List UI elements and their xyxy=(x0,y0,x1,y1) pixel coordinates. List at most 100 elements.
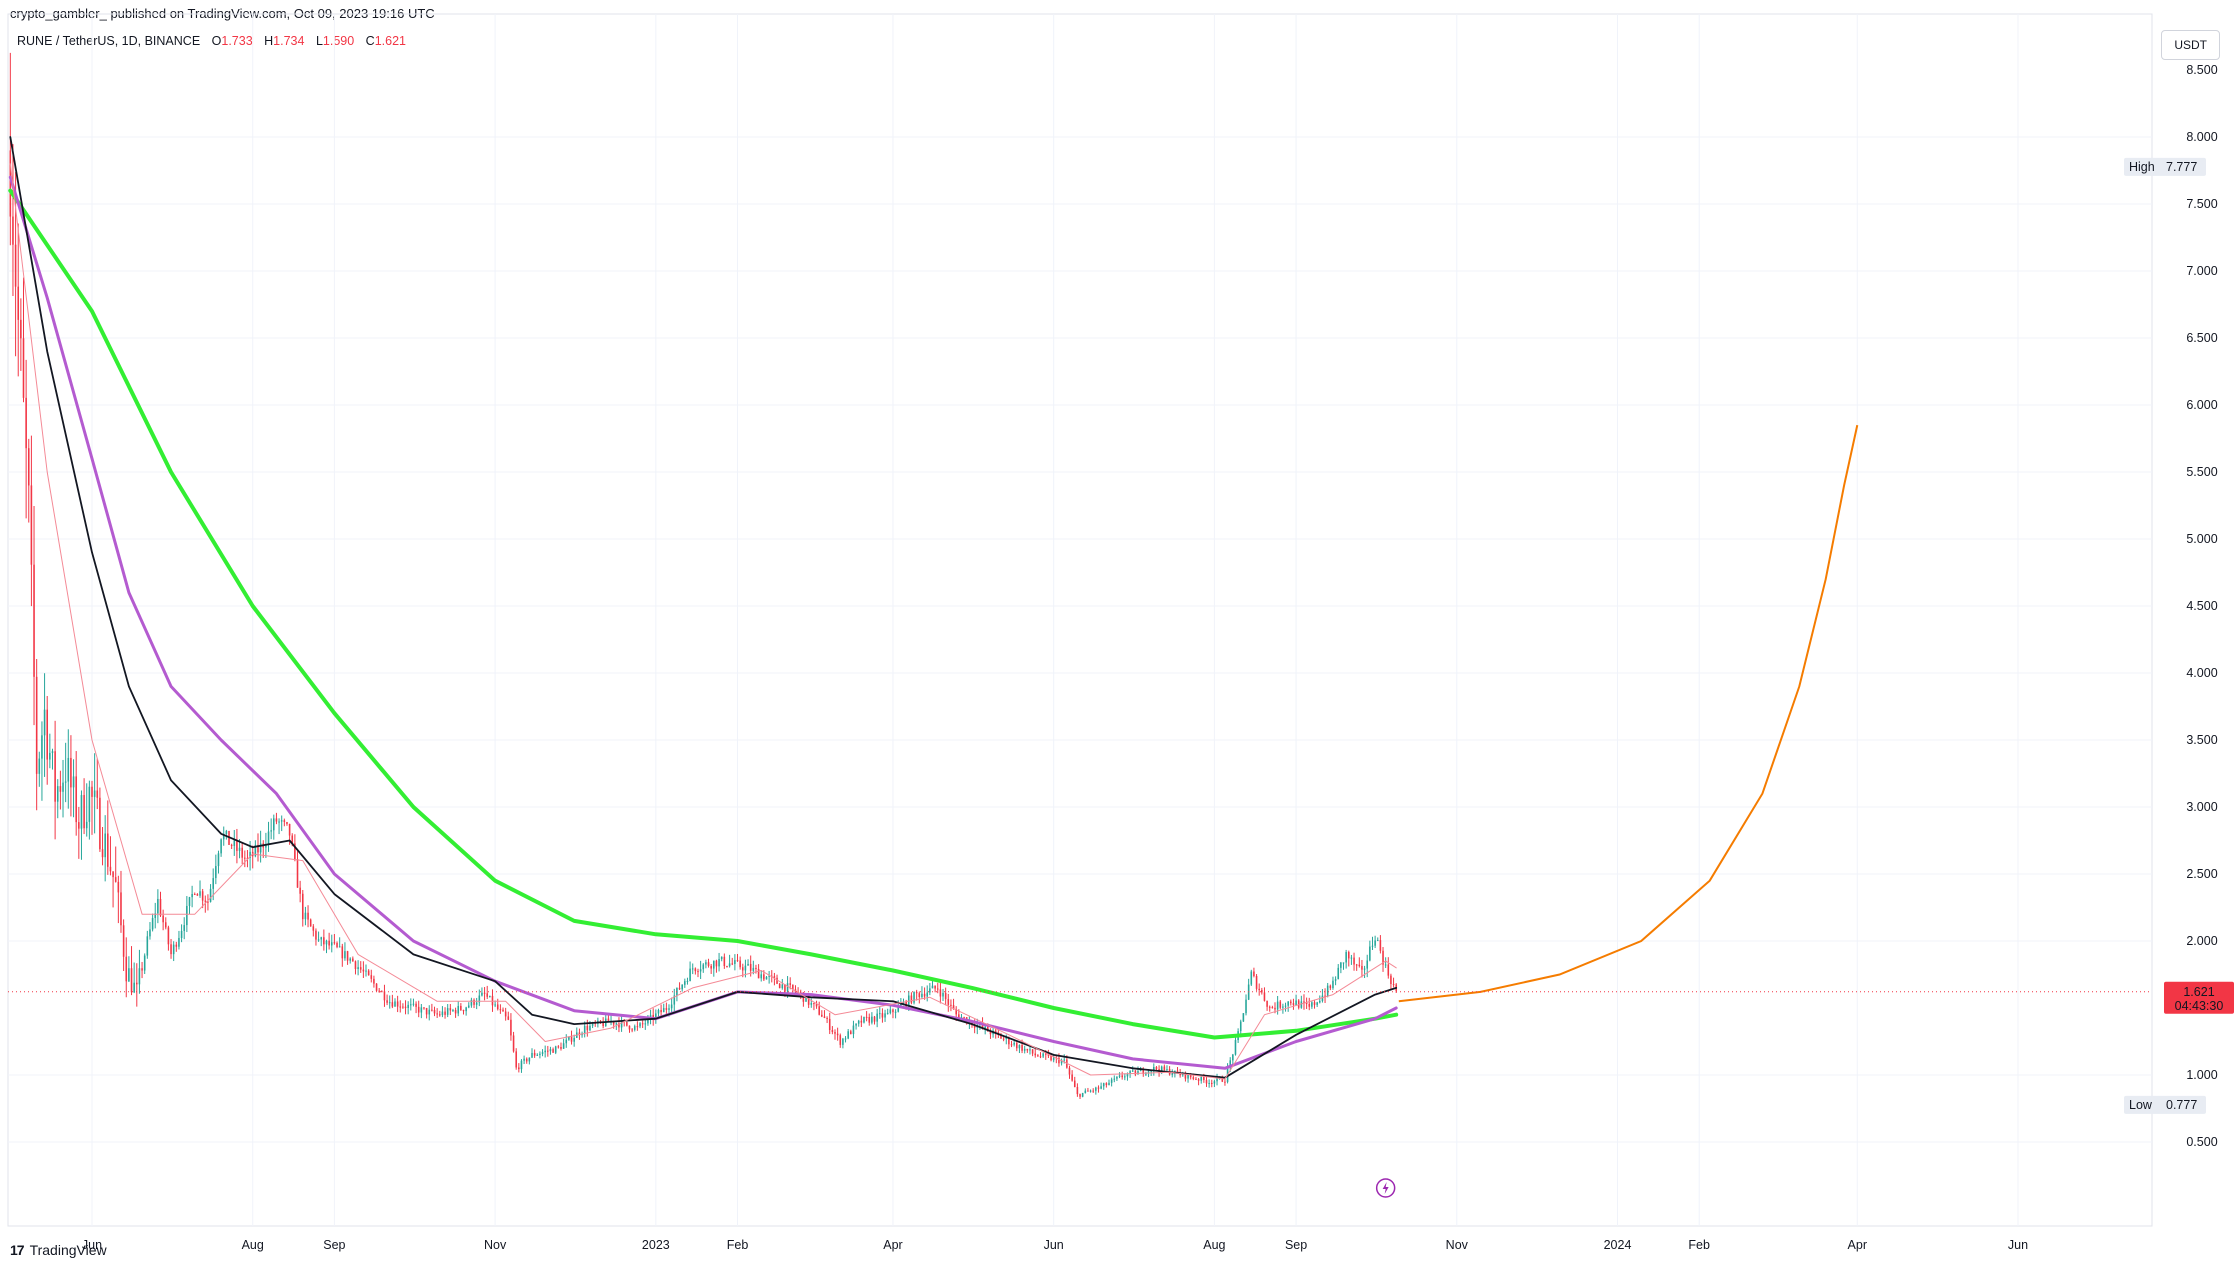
y-tick-label: 3.000 xyxy=(2186,800,2217,814)
candle-body xyxy=(1321,995,1324,1001)
candle-body xyxy=(104,833,106,858)
x-tick-label: Feb xyxy=(1688,1238,1710,1252)
candle-body xyxy=(441,1011,444,1016)
candle-body xyxy=(844,1038,847,1040)
ohlc-close-value: 1.621 xyxy=(374,34,406,48)
candle-body xyxy=(225,830,228,835)
candle-body xyxy=(452,1010,454,1012)
candle-body xyxy=(180,930,183,938)
y-tick-label: 7.000 xyxy=(2186,264,2217,278)
currency-button[interactable]: USDT xyxy=(2161,30,2220,60)
candle-body xyxy=(1387,964,1390,976)
candle-body xyxy=(35,676,38,774)
candle-body xyxy=(1134,1070,1137,1075)
candle-body xyxy=(1313,1002,1316,1005)
candle-body xyxy=(273,818,275,831)
candle-body xyxy=(958,1014,960,1020)
ohlc-low-label: L xyxy=(315,34,323,48)
footer-brand[interactable]: 17 TradingView xyxy=(10,1242,107,1258)
candle-body xyxy=(897,1005,900,1012)
candle-body xyxy=(723,956,726,967)
candle-body xyxy=(196,894,199,896)
candle-body xyxy=(1374,940,1376,946)
candle-body xyxy=(578,1032,581,1036)
candle-body xyxy=(678,987,681,990)
candle-body xyxy=(662,1008,665,1013)
candle-body xyxy=(270,830,272,832)
candle-body xyxy=(981,1023,984,1028)
candle-body xyxy=(644,1023,647,1025)
ohlc-open-value: 1.733 xyxy=(221,34,253,48)
candle-body xyxy=(107,833,109,867)
candle-body xyxy=(1390,975,1392,985)
candle-body xyxy=(615,1023,618,1025)
candle-body xyxy=(186,905,188,926)
candle-body xyxy=(528,1057,531,1062)
candle-body xyxy=(512,1035,515,1052)
candle-body xyxy=(362,969,365,972)
candle-body xyxy=(489,995,491,997)
candle-body xyxy=(1379,940,1382,951)
candle-body xyxy=(836,1033,839,1036)
candle-body xyxy=(857,1020,860,1024)
candle-body xyxy=(1089,1090,1092,1092)
candle-body xyxy=(786,983,789,992)
candle-body xyxy=(1081,1092,1084,1097)
candle-body xyxy=(80,795,83,829)
candle-body xyxy=(886,1012,889,1014)
candle-body xyxy=(470,999,473,1006)
candle-body xyxy=(850,1031,852,1035)
candle-body xyxy=(570,1036,573,1042)
candle-body xyxy=(1084,1090,1087,1093)
candle-body xyxy=(668,1008,670,1010)
plot-frame xyxy=(7,13,2153,1227)
candle-body xyxy=(871,1016,873,1023)
candle-body xyxy=(826,1017,828,1019)
candle-body xyxy=(1287,1001,1289,1006)
candle-body xyxy=(117,881,120,893)
candle-body xyxy=(1295,1000,1297,1005)
candle-body xyxy=(1363,968,1366,970)
candle-body xyxy=(1263,992,1266,1001)
ohlc-close-label: C xyxy=(365,34,375,48)
candle-body xyxy=(626,1021,628,1026)
candle-body xyxy=(1332,980,1334,989)
symbol-name[interactable]: RUNE / TetherUS, 1D, BINANCE xyxy=(17,34,201,48)
candle-body xyxy=(523,1058,525,1061)
candle-body xyxy=(900,1003,902,1006)
candle-body xyxy=(149,929,151,937)
candle-body xyxy=(496,1004,499,1010)
candle-body xyxy=(1013,1042,1015,1045)
candle-body xyxy=(1258,988,1260,990)
candle-body xyxy=(49,752,51,760)
candle-body xyxy=(193,894,196,896)
candle-body xyxy=(1021,1045,1023,1051)
candle-body xyxy=(823,1016,826,1018)
candle-body xyxy=(12,216,14,245)
candle-body xyxy=(705,962,707,965)
candle-body xyxy=(1324,995,1326,997)
candle-body xyxy=(267,831,270,845)
candle-body xyxy=(209,888,212,902)
candle-body xyxy=(1042,1053,1044,1057)
y-tick-label: 2.500 xyxy=(2186,867,2217,881)
x-tick-label: Nov xyxy=(484,1238,507,1252)
candle-body xyxy=(1016,1042,1018,1049)
candle-body xyxy=(349,958,351,961)
candle-body xyxy=(647,1017,649,1024)
candle-body xyxy=(1105,1083,1108,1086)
candle-body xyxy=(547,1050,549,1052)
candle-body xyxy=(1232,1054,1234,1061)
candle-body xyxy=(1239,1021,1242,1032)
candle-body xyxy=(936,988,939,990)
candle-body xyxy=(665,1008,668,1010)
candle-body xyxy=(1376,940,1379,942)
candle-body xyxy=(341,946,344,959)
candle-body xyxy=(994,1030,997,1033)
candle-body xyxy=(834,1031,836,1034)
candle-body xyxy=(684,981,686,985)
candle-body xyxy=(460,1005,462,1011)
candle-body xyxy=(373,978,375,984)
candle-body xyxy=(831,1030,834,1032)
